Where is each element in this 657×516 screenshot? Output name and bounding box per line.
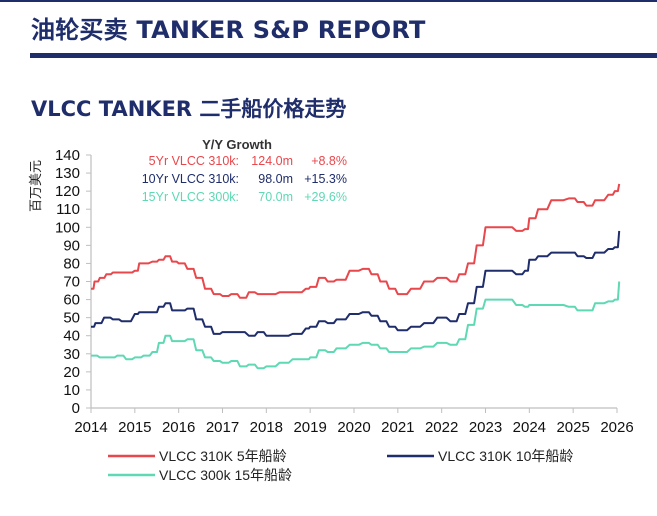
x-tick-label: 2014 <box>74 419 107 436</box>
y-tick-label: 20 <box>63 364 80 381</box>
growth-row-change: +29.6% <box>304 190 347 204</box>
y-tick-label: 40 <box>63 328 80 345</box>
x-tick-label: 2022 <box>425 419 458 436</box>
growth-row-name: 10Yr VLCC 310k: <box>142 172 239 186</box>
y-tick-label: 60 <box>63 292 80 309</box>
series-group <box>91 183 621 370</box>
growth-row-change: +15.3% <box>304 172 347 186</box>
x-tick-label: 2025 <box>556 419 589 436</box>
growth-row-change: +8.8% <box>311 154 347 168</box>
growth-box: Y/Y Growth 5Yr VLCC 310k: 124.0m +8.8% 10Yr … <box>142 137 347 204</box>
y-tick-label: 0 <box>72 400 80 417</box>
growth-row-name: 15Yr VLCC 300k: <box>142 190 239 204</box>
growth-row-name: 5Yr VLCC 310k: <box>149 154 239 168</box>
series-line-1 <box>91 183 621 299</box>
x-tick-label: 2019 <box>293 419 326 436</box>
x-tick-label: 2023 <box>469 419 502 436</box>
x-tick-label: 2018 <box>250 419 283 436</box>
y-tick-label: 140 <box>55 147 80 164</box>
legend-label: VLCC 310K 10年船龄 <box>438 448 573 464</box>
growth-row-value: 70.0m <box>258 190 293 204</box>
legend-label: VLCC 310K 5年船龄 <box>159 448 287 464</box>
growth-row-value: 98.0m <box>258 172 293 186</box>
y-axis-label: 百万美元 <box>29 160 44 212</box>
y-tick-label: 110 <box>56 201 80 218</box>
y-tick-label: 50 <box>63 310 80 327</box>
y-tick-label: 80 <box>63 255 80 272</box>
legend: VLCC 310K 5年船龄 VLCC 310K 10年船龄 VLCC 300k 1… <box>108 448 573 483</box>
top-rule <box>0 0 657 2</box>
chart-title: VLCC TANKER 二手船价格走势 <box>31 97 347 121</box>
x-tick-label: 2020 <box>337 419 370 436</box>
x-tick-label: 2015 <box>118 419 151 436</box>
growth-title: Y/Y Growth <box>202 137 272 152</box>
x-tick-label: 2021 <box>381 419 414 436</box>
y-tick-label: 90 <box>63 237 80 254</box>
x-tick-label: 2024 <box>513 419 546 436</box>
legend-label: VLCC 300k 15年船龄 <box>159 467 292 483</box>
growth-row-value: 124.0m <box>251 154 293 168</box>
x-tick-label: 2026 <box>600 419 633 436</box>
x-tick-label: 2017 <box>206 419 239 436</box>
series-line-3 <box>91 281 621 370</box>
y-tick-label: 130 <box>55 165 80 182</box>
y-tick-label: 30 <box>63 346 80 363</box>
y-tick-label: 120 <box>55 183 80 200</box>
y-tick-label: 70 <box>63 274 80 291</box>
y-tick-label: 100 <box>55 219 80 236</box>
y-tick-label: 10 <box>63 382 80 399</box>
page-title: 油轮买卖 TANKER S&P REPORT <box>31 16 426 44</box>
series-line-2 <box>91 230 621 337</box>
x-tick-label: 2016 <box>162 419 195 436</box>
header-divider <box>30 53 657 58</box>
